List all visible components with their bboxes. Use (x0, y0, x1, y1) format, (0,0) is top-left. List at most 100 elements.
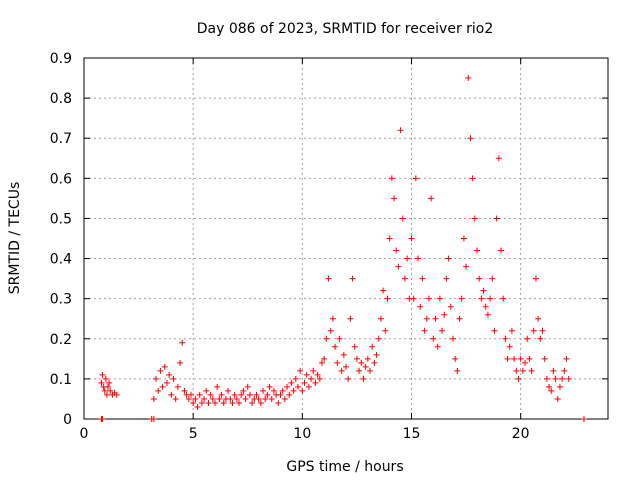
data-point (465, 75, 472, 82)
data-point (356, 367, 363, 374)
x-tick-label: 20 (512, 426, 530, 442)
data-point (312, 379, 319, 386)
data-point (268, 395, 275, 402)
data-point (181, 387, 188, 394)
data-point (395, 263, 402, 270)
data-point (238, 391, 245, 398)
data-point (290, 387, 297, 394)
y-tick-label: 0.6 (50, 171, 72, 187)
data-point (391, 195, 398, 202)
y-tick-label: 0.2 (50, 332, 72, 348)
data-point (196, 391, 203, 398)
data-point (113, 391, 120, 398)
data-point (345, 375, 352, 382)
data-point (522, 359, 529, 366)
data-point (159, 383, 166, 390)
data-point (500, 295, 507, 302)
data-point (279, 387, 286, 394)
data-point (493, 215, 500, 222)
data-point (105, 383, 112, 390)
data-point (101, 387, 108, 394)
data-point (301, 379, 308, 386)
data-point (480, 287, 487, 294)
data-point (377, 315, 384, 322)
data-point (550, 367, 557, 374)
data-point (532, 275, 539, 282)
data-point (358, 359, 365, 366)
data-point (310, 367, 317, 374)
data-point (190, 399, 197, 406)
plot-frame (83, 57, 609, 420)
data-point (334, 359, 341, 366)
data-point (360, 375, 367, 382)
x-tick-label: 15 (403, 426, 421, 442)
data-point (362, 363, 369, 370)
data-point (246, 391, 253, 398)
data-point (386, 235, 393, 242)
data-point (294, 383, 301, 390)
data-point (249, 399, 256, 406)
data-point (220, 399, 227, 406)
data-points (98, 75, 587, 422)
data-point (192, 395, 199, 402)
data-point (556, 383, 563, 390)
data-point (491, 327, 498, 334)
data-point (546, 383, 553, 390)
data-point (449, 335, 456, 342)
data-point (207, 391, 214, 398)
y-tick-label: 0.5 (50, 211, 72, 227)
data-point (329, 315, 336, 322)
data-point (242, 395, 249, 402)
data-point (244, 383, 251, 390)
x-axis-label: GPS time / hours (286, 459, 403, 475)
y-tick-label: 0.3 (50, 292, 72, 308)
data-point (415, 255, 422, 262)
data-point (502, 335, 509, 342)
data-point (511, 355, 518, 362)
data-point (198, 399, 205, 406)
data-point (417, 303, 424, 310)
data-point (535, 315, 542, 322)
data-point (388, 175, 395, 182)
data-point (524, 335, 531, 342)
data-point (552, 375, 559, 382)
data-point (286, 391, 293, 398)
data-point (469, 175, 476, 182)
data-point (482, 303, 489, 310)
data-point (563, 355, 570, 362)
data-point (412, 175, 419, 182)
data-point (103, 391, 110, 398)
data-point (434, 343, 441, 350)
x-tick-label: 10 (293, 426, 311, 442)
data-point (321, 355, 328, 362)
data-point (227, 395, 234, 402)
data-point (264, 391, 271, 398)
data-point (364, 355, 371, 362)
data-point (487, 295, 494, 302)
data-point (281, 395, 288, 402)
data-point (513, 367, 520, 374)
data-point (508, 327, 515, 334)
data-point (163, 379, 170, 386)
data-point (506, 343, 513, 350)
data-point (539, 327, 546, 334)
data-point (443, 275, 450, 282)
data-point (478, 295, 485, 302)
chart-title: Day 086 of 2023, SRMTID for receiver rio… (197, 21, 494, 37)
data-point (373, 351, 380, 358)
y-tick-label: 0.4 (50, 252, 72, 268)
data-point (504, 355, 511, 362)
data-point (155, 387, 162, 394)
data-point (205, 399, 212, 406)
data-point (471, 215, 478, 222)
data-point (168, 391, 175, 398)
y-tick-label: 0.1 (50, 372, 72, 388)
data-point (161, 363, 168, 370)
data-point (548, 387, 555, 394)
data-point (314, 371, 321, 378)
x-tick-label: 5 (189, 426, 198, 442)
data-point (447, 303, 454, 310)
data-point (340, 351, 347, 358)
data-point (384, 295, 391, 302)
